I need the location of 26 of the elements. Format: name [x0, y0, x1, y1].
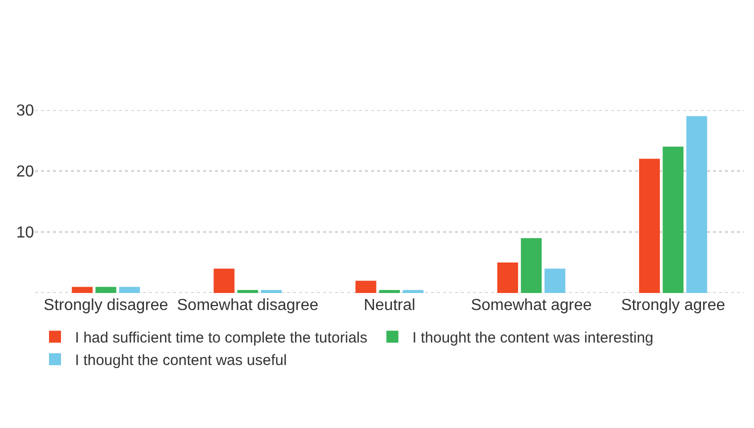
bar: [260, 290, 282, 293]
y-tick-label: 20: [16, 164, 34, 181]
bar: [237, 290, 258, 293]
y-tick-label: 30: [16, 102, 34, 120]
bar: [72, 286, 93, 293]
x-tick-label: Strongly agree: [621, 297, 726, 314]
x-tick-label: Strongly disagree: [44, 297, 168, 314]
bar: [544, 268, 566, 293]
y-tick-label: 10: [16, 224, 34, 242]
bar: [96, 286, 116, 293]
bar: [639, 158, 660, 293]
legend-label: I thought the content was interesting: [412, 330, 654, 347]
bar: [686, 116, 708, 293]
bar: [402, 290, 424, 293]
bar: [662, 146, 684, 293]
x-tick-label: Somewhat agree: [470, 297, 592, 314]
bar: [379, 290, 400, 293]
bar: [214, 268, 234, 293]
bar: [497, 262, 518, 293]
x-tick-label: Somewhat disagree: [176, 297, 319, 314]
bar: [355, 280, 376, 293]
bar: [119, 286, 140, 293]
x-tick-label: Neutral: [364, 297, 416, 314]
legend-label: I had sufficient time to complete the tutorials: [75, 330, 368, 347]
legend-label: I thought the content was useful: [75, 352, 287, 370]
bar: [520, 238, 542, 293]
